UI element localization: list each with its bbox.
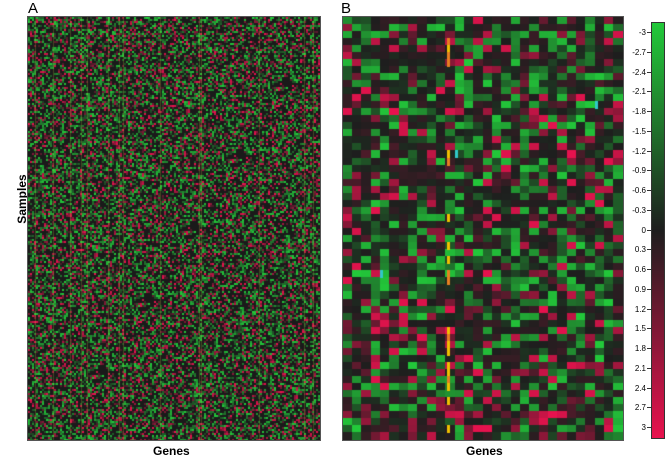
colorbar-tick-label: -1.2 [632,147,646,156]
colorbar-tick-mark [647,91,651,92]
colorbar-tick-label: 2.4 [634,384,646,393]
colorbar-tick-mark [647,111,651,112]
colorbar-tick-label: 1.5 [634,324,646,333]
colorbar-tick-label: -2.4 [632,68,646,77]
panel-b-heatmap-canvas [343,17,623,440]
panel-a-xlabel: Genes [153,444,190,458]
colorbar-tick-mark [647,32,651,33]
colorbar-tick-label: 3 [641,423,646,432]
panel-a-heatmap-canvas [28,17,320,440]
colorbar-tick-mark [647,52,651,53]
colorbar-tick-mark [647,190,651,191]
colorbar [651,22,665,439]
colorbar-tick-label: 0.6 [634,265,646,274]
colorbar-tick-label: 1.8 [634,344,646,353]
panel-b-label: B [341,0,352,17]
colorbar-tick-mark [647,407,651,408]
colorbar-tick-mark [647,289,651,290]
colorbar-tick-label: -0.6 [632,186,646,195]
colorbar-tick-mark [647,170,651,171]
colorbar-tick-mark [647,249,651,250]
colorbar-tick-mark [647,309,651,310]
colorbar-tick-label: -2.7 [632,48,646,57]
colorbar-tick-mark [647,269,651,270]
colorbar-tick-mark [647,72,651,73]
colorbar-tick-mark [647,230,651,231]
colorbar-tick-label: 1.2 [634,305,646,314]
panel-a-label: A [28,0,39,17]
colorbar-tick-label: -0.9 [632,166,646,175]
colorbar-tick-label: -1.5 [632,127,646,136]
panel-b-heatmap [342,16,624,441]
colorbar-tick-label: -1.8 [632,107,646,116]
colorbar-tick-mark [647,328,651,329]
colorbar-tick-label: 2.7 [634,403,646,412]
colorbar-tick-mark [647,348,651,349]
colorbar-tick-mark [647,427,651,428]
colorbar-tick-label: 2.1 [634,364,646,373]
panel-b-xlabel: Genes [466,444,503,458]
colorbar-tick-mark [647,151,651,152]
colorbar-tick-label: 0.9 [634,285,646,294]
colorbar-gradient [652,23,664,438]
colorbar-tick-mark [647,368,651,369]
panel-a-heatmap [27,16,321,441]
colorbar-tick-mark [647,388,651,389]
colorbar-tick-label: -2.1 [632,87,646,96]
colorbar-tick-label: 0.3 [634,245,646,254]
colorbar-tick-mark [647,210,651,211]
colorbar-tick-mark [647,131,651,132]
colorbar-tick-label: 0 [641,226,646,235]
colorbar-tick-label: -3 [638,28,646,37]
colorbar-tick-label: -0.3 [632,206,646,215]
